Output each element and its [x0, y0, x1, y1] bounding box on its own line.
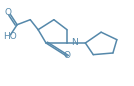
Text: O: O [64, 52, 70, 60]
Text: O: O [4, 8, 11, 17]
Text: HO: HO [3, 32, 16, 41]
Text: N: N [71, 38, 78, 47]
